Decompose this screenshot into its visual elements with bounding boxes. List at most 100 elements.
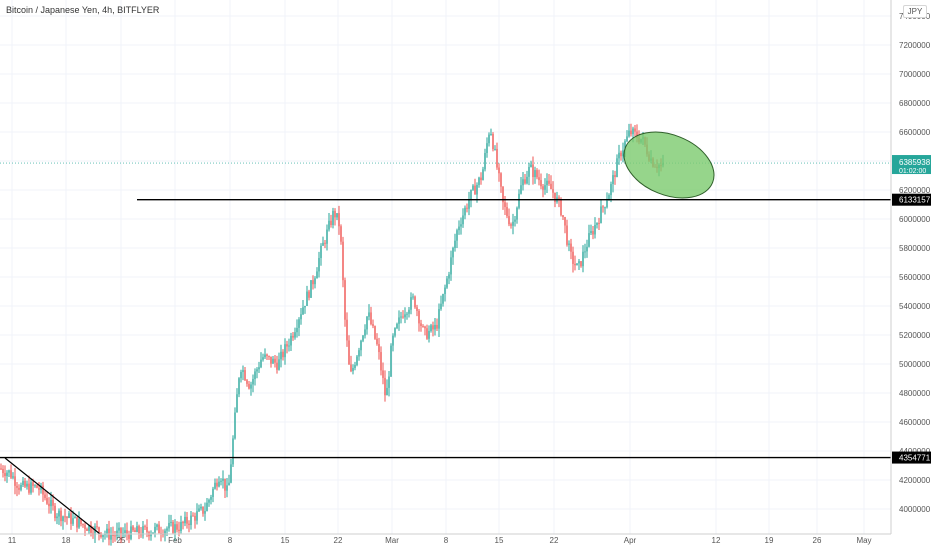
candle-body [138,526,140,534]
candle-body [630,130,632,135]
candle-body [216,482,218,487]
level-upper-label: 6133157 [899,196,931,205]
time-tick-label: 18 [62,536,71,545]
candle-body [200,506,202,509]
candle-body [298,319,300,328]
candle-body [446,278,448,288]
candle-body [632,128,634,135]
candle-body [18,487,20,490]
candle-body [506,206,508,217]
candle-body [546,180,548,186]
candle-body [48,503,50,507]
candle-body [220,480,222,482]
candle-body [52,499,54,506]
candle-body [436,324,438,329]
candle-body [592,231,594,235]
candle-body [528,166,530,177]
candle-body [32,482,34,486]
price-tick-label: 5200000 [899,331,931,340]
candle-body [390,345,392,377]
currency-button[interactable]: JPY [903,5,927,18]
candle-body [476,184,478,195]
candle-body [12,476,14,478]
candle-body [274,358,276,363]
candle-body [598,222,600,224]
candle-body [342,241,344,281]
countdown-label: 01:02:00 [899,168,926,175]
candle-body [184,516,186,524]
candle-body [562,215,564,218]
candle-body [550,183,552,190]
candle-body [212,488,214,497]
candle-body [208,499,210,503]
candle-body [624,141,626,151]
candle-body [348,340,350,365]
candle-body [434,324,436,330]
candle-body [406,313,408,315]
candle-body [96,526,98,528]
candle-body [536,170,538,178]
candle-body [570,243,572,252]
candle-body [80,518,82,524]
candle-body [146,526,148,533]
candle-body [522,179,524,186]
highlight-ellipse[interactable] [614,120,724,211]
candle-body [408,309,410,314]
candle-body [354,364,356,369]
candle-body [612,175,614,185]
candle-body [480,177,482,181]
candle-body [326,229,328,244]
price-tick-label: 5000000 [899,360,931,369]
candle-body [496,148,498,168]
trend-line[interactable] [4,457,101,535]
candle-body [582,251,584,267]
candle-body [132,526,134,531]
candle-body [420,323,422,326]
candle-body [412,296,414,298]
candle-body [358,350,360,357]
candle-body [520,185,522,194]
candle-body [306,291,308,306]
candle-body [578,261,580,264]
candle-body [24,480,26,487]
price-tick-label: 6000000 [899,215,931,224]
candle-body [374,326,376,339]
time-tick-label: 15 [495,536,504,545]
candle-body [312,280,314,285]
candle-body [620,152,622,157]
candle-body [126,530,128,534]
candle-body [70,513,72,524]
candle-body [344,280,346,320]
candle-body [290,335,292,346]
candle-body [568,243,570,245]
candle-body [432,325,434,330]
time-tick-label: 22 [334,536,343,545]
candle-body [618,152,620,159]
candle-body [288,345,290,347]
candle-body [180,521,182,531]
candle-body [634,128,636,132]
candle-body [368,312,370,317]
candle-body [400,316,402,318]
time-tick-label: Feb [168,536,182,545]
candle-body [466,207,468,209]
candle-body [230,464,232,483]
candle-body [28,483,30,493]
candle-body [424,326,426,329]
candle-body [544,185,546,190]
candle-body [574,263,576,266]
candle-body [26,483,28,487]
candle-body [492,133,494,150]
candle-body [566,225,568,245]
candle-body [158,524,160,534]
candle-body [134,530,136,533]
candle-body [514,219,516,222]
candle-body [16,485,18,488]
candle-body [500,173,502,187]
candle-body [54,505,56,519]
candle-body [608,195,610,201]
candle-body [176,524,178,530]
candle-body [240,371,242,379]
